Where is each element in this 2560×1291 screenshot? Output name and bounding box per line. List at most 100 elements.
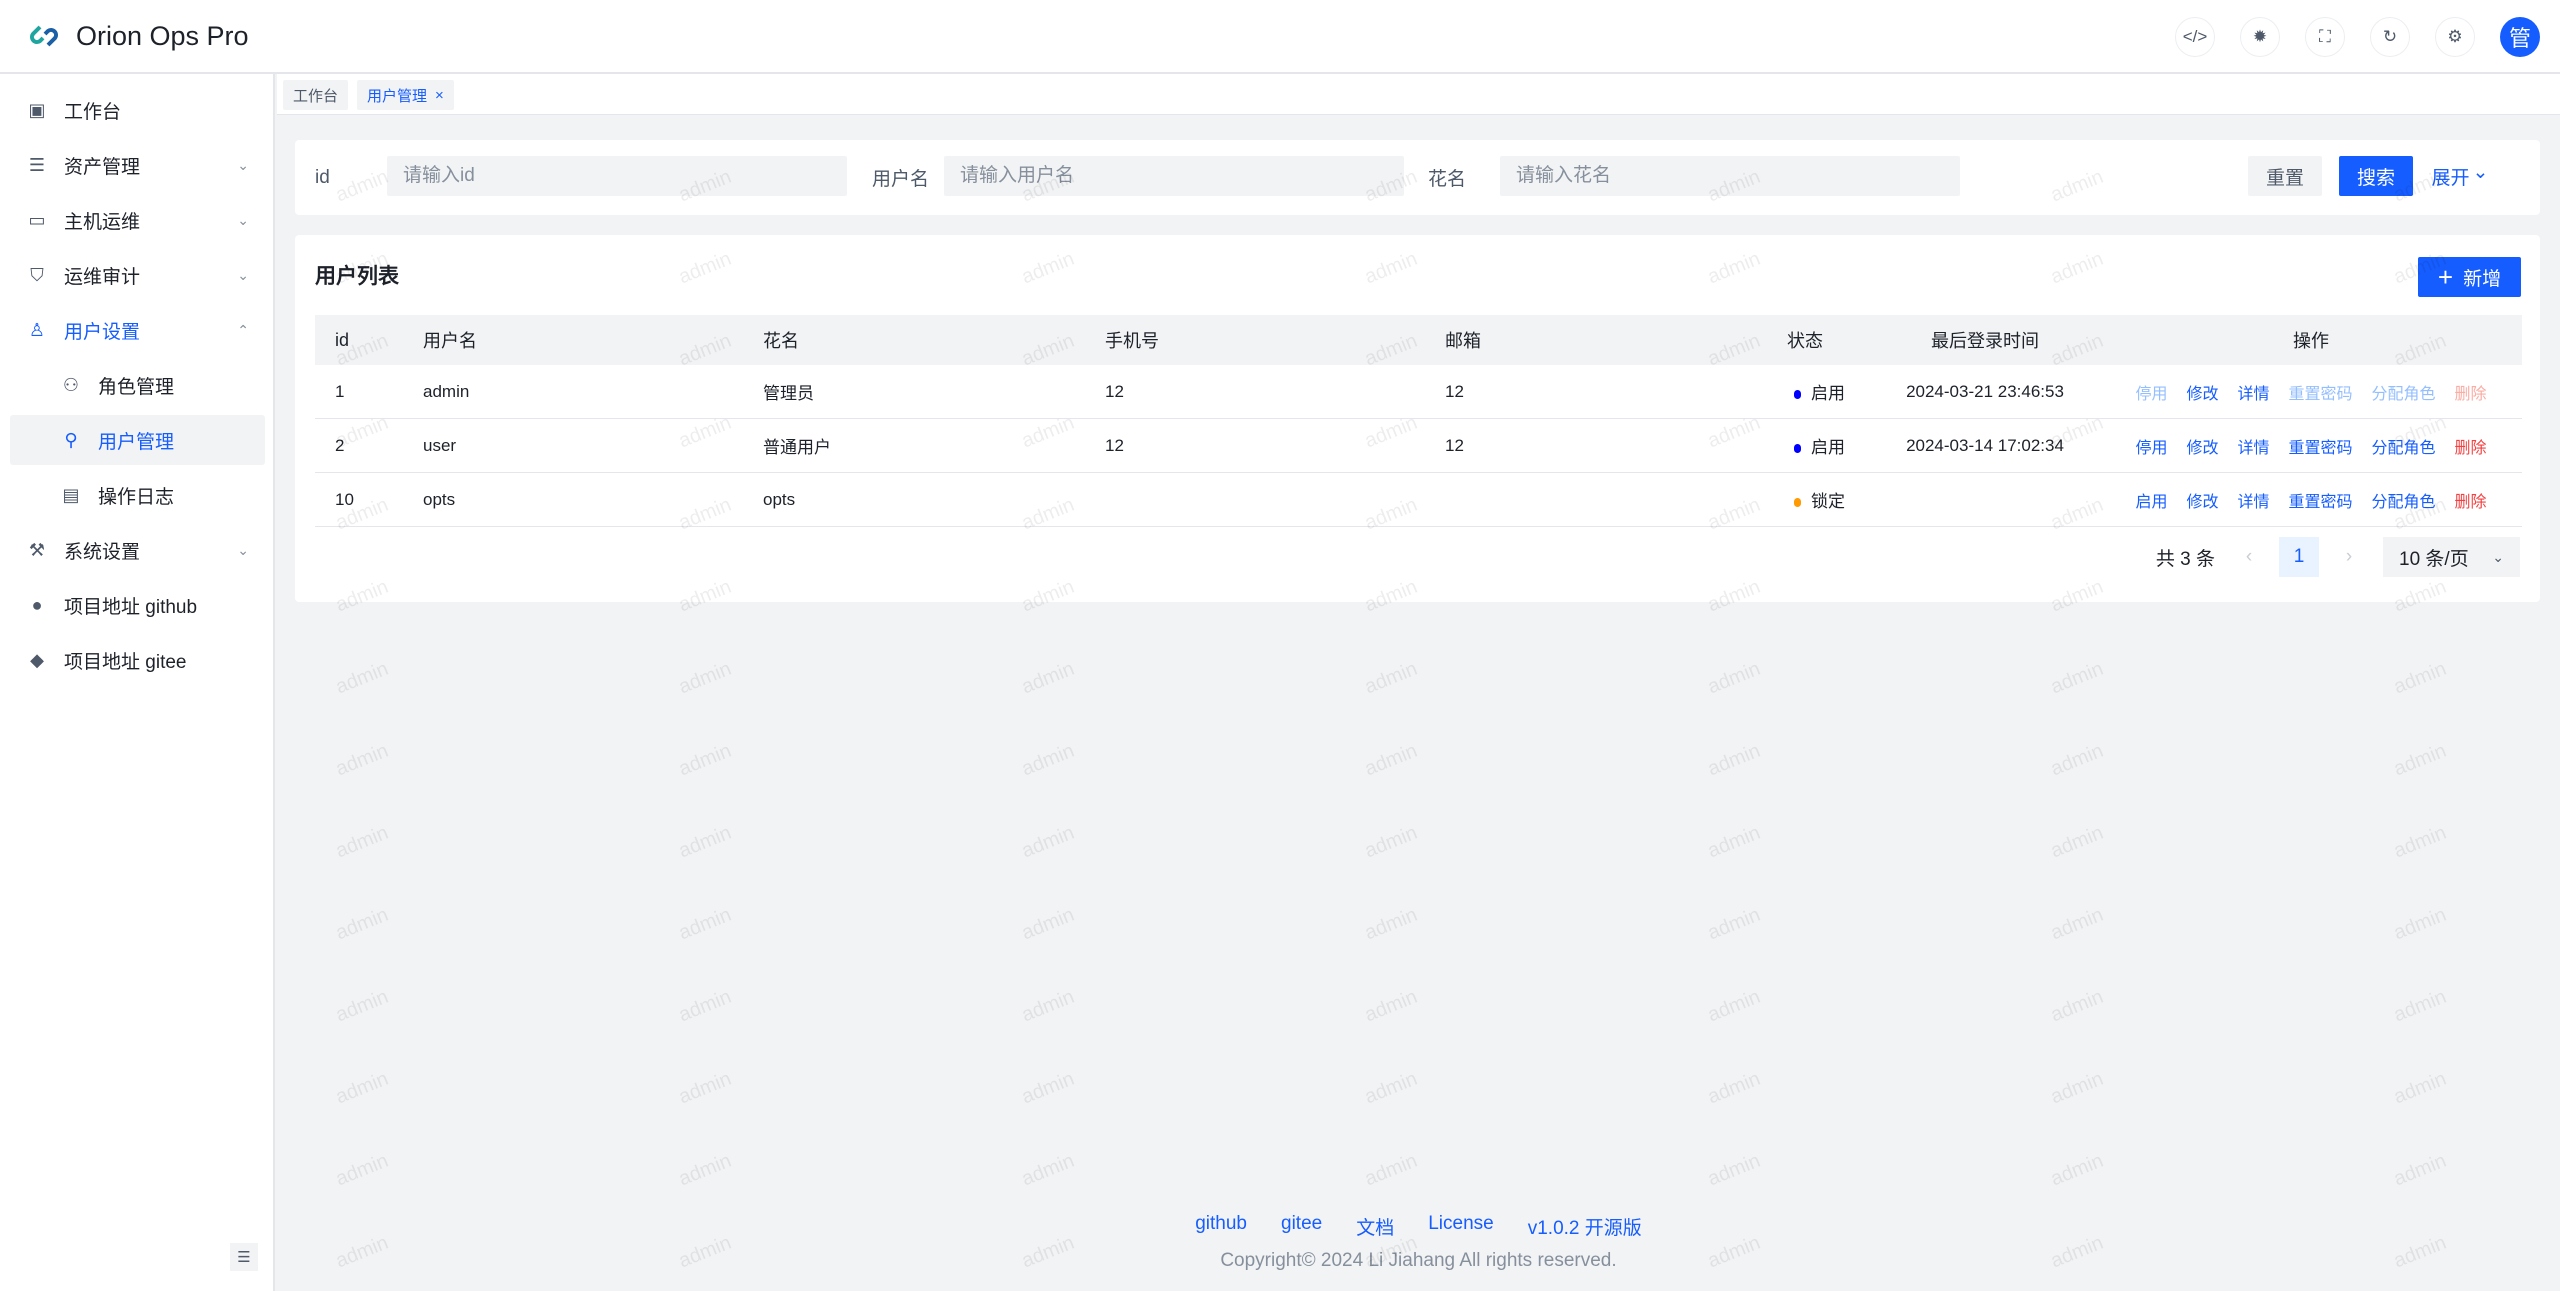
status-text: 启用 <box>1811 438 1845 457</box>
watermark: admin <box>1361 903 1421 945</box>
sidebar-item-10[interactable]: ◆ 项目地址 gitee <box>10 635 265 685</box>
sidebar-item-9[interactable]: ● 项目地址 github <box>10 580 265 630</box>
sidebar-item-label: 角色管理 <box>98 376 175 398</box>
next-page-icon[interactable]: › <box>2345 546 2353 567</box>
cell-status: 锁定 <box>1740 487 1870 512</box>
action-link[interactable]: 分配角色 <box>2371 439 2436 457</box>
watermark: admin <box>1361 1149 1421 1191</box>
action-link[interactable]: 修改 <box>2186 439 2219 457</box>
action-link[interactable]: 重置密码 <box>2288 439 2353 457</box>
fullscreen-icon[interactable]: ⛶ <box>2305 17 2345 57</box>
footer-link-gitee[interactable]: gitee <box>1281 1213 1323 1234</box>
cell-nickname: opts <box>763 489 796 509</box>
action-link[interactable]: 删除 <box>2454 439 2487 457</box>
sidebar-item-label: 资产管理 <box>64 156 141 178</box>
watermark: admin <box>2047 903 2107 945</box>
tab-workbench[interactable]: 工作台 <box>283 80 349 110</box>
action-link[interactable]: 分配角色 <box>2371 493 2436 511</box>
add-user-button[interactable]: + 新增 <box>2418 257 2521 297</box>
page-1-button[interactable]: 1 <box>2279 537 2319 577</box>
table-header: id 用户名 花名 手机号 邮箱 状态 最后登录时间 操作 <box>315 315 2522 365</box>
chevron-down-icon: ⌄ <box>2472 161 2489 183</box>
cell-phone: 12 <box>1105 435 1124 455</box>
footer-link-version[interactable]: v1.0.2 开源版 <box>1527 1218 1642 1239</box>
action-link[interactable]: 修改 <box>2186 385 2219 403</box>
action-link[interactable]: 详情 <box>2237 439 2270 457</box>
sidebar-item-7[interactable]: ▤ 操作日志 <box>10 470 265 520</box>
chevron-icon: ⌄ <box>237 266 249 283</box>
watermark: admin <box>2390 1149 2450 1191</box>
avatar[interactable]: 管 <box>2500 17 2540 57</box>
column-header: 操作 <box>2293 331 2329 351</box>
action-link[interactable]: 修改 <box>2186 493 2219 511</box>
chevron-icon: ⌄ <box>237 156 249 173</box>
watermark: admin <box>2390 903 2450 945</box>
sidebar-item-label: 系统设置 <box>64 541 141 563</box>
page-size-select[interactable]: 10 条/页 ⌄ <box>2383 537 2520 577</box>
table-row: 1 admin 管理员 12 12 启用 2024-03-21 23:46:53 停用 修改 详情… <box>315 365 2522 419</box>
sidebar: ☰ ▣ 工作台 ☰ 资产管理 ⌄ ▭ 主机运维 ⌄ ⛉ 运维审计 ⌄ ♙ 用户设置 ⌃ ⚇ 角色管理 ⚲ 用户管理… <box>0 74 275 1291</box>
refresh-icon[interactable]: ↻ <box>2370 17 2410 57</box>
sidebar-item-3[interactable]: ⛉ 运维审计 ⌄ <box>10 250 265 300</box>
status-text: 锁定 <box>1811 492 1845 511</box>
action-link: 重置密码 <box>2288 385 2353 403</box>
action-link[interactable]: 详情 <box>2237 493 2270 511</box>
watermark: admin <box>675 657 735 699</box>
logo[interactable]: Orion Ops Pro <box>24 21 249 52</box>
watermark: admin <box>2390 821 2450 863</box>
watermark: admin <box>1704 739 1764 781</box>
sidebar-item-8[interactable]: ⚒ 系统设置 ⌄ <box>10 525 265 575</box>
watermark: admin <box>2047 739 2107 781</box>
tab-user-management[interactable]: 用户管理 × <box>357 80 454 110</box>
username-input[interactable] <box>944 156 1404 196</box>
column-header: 用户名 <box>423 331 477 351</box>
watermark: admin <box>1018 1067 1078 1109</box>
shield-icon: ⛉ <box>30 264 44 285</box>
nickname-input[interactable] <box>1500 156 1960 196</box>
watermark: admin <box>2047 985 2107 1027</box>
prev-page-icon[interactable]: ‹ <box>2245 546 2253 567</box>
sidebar-item-2[interactable]: ▭ 主机运维 ⌄ <box>10 195 265 245</box>
pagination: 共 3 条 ‹ 1 › 10 条/页 ⌄ <box>2156 537 2520 577</box>
sidebar-item-6[interactable]: ⚲ 用户管理 <box>10 415 265 465</box>
collapse-menu-icon[interactable]: ☰ <box>230 1243 258 1271</box>
sidebar-item-label: 用户管理 <box>98 431 175 453</box>
search-button[interactable]: 搜索 <box>2339 156 2413 196</box>
theme-sun-icon[interactable]: ✹ <box>2240 17 2280 57</box>
sidebar-item-1[interactable]: ☰ 资产管理 ⌄ <box>10 140 265 190</box>
sidebar-item-5[interactable]: ⚇ 角色管理 <box>10 360 265 410</box>
id-input[interactable] <box>387 156 847 196</box>
footer-link-github[interactable]: github <box>1195 1213 1247 1234</box>
watermark: admin <box>2047 1149 2107 1191</box>
column-header: 状态 <box>1787 331 1823 351</box>
action-link[interactable]: 删除 <box>2454 493 2487 511</box>
watermark: admin <box>1018 821 1078 863</box>
action-link[interactable]: 启用 <box>2135 493 2168 511</box>
footer-link-docs[interactable]: 文档 <box>1356 1218 1395 1239</box>
action-link[interactable]: 重置密码 <box>2288 493 2353 511</box>
action-link: 停用 <box>2135 385 2168 403</box>
action-link[interactable]: 停用 <box>2135 439 2168 457</box>
top-header: Orion Ops Pro </> ✹ ⛶ ↻ ⚙ 管 <box>0 0 2560 74</box>
settings-icon[interactable]: ⚙ <box>2435 17 2475 57</box>
watermark: admin <box>2047 821 2107 863</box>
watermark: admin <box>1704 1149 1764 1191</box>
watermark: admin <box>332 739 392 781</box>
footer-link-license[interactable]: License <box>1428 1213 1494 1234</box>
sidebar-item-0[interactable]: ▣ 工作台 <box>10 85 265 135</box>
watermark: admin <box>2047 1067 2107 1109</box>
table-row: 10 opts opts 锁定 启用 修改 详情 重置密码 分配角色 删除 <box>315 473 2522 527</box>
sidebar-item-label: 项目地址 github <box>64 596 198 618</box>
code-icon[interactable]: </> <box>2175 17 2215 57</box>
watermark: admin <box>675 903 735 945</box>
reset-button[interactable]: 重置 <box>2248 156 2322 196</box>
action-link[interactable]: 详情 <box>2237 385 2270 403</box>
expand-button[interactable]: 展开 ⌄ <box>2425 156 2495 196</box>
user-icon: ♙ <box>28 319 46 340</box>
table-row: 2 user 普通用户 12 12 启用 2024-03-14 17:02:34 停用 修改 详情… <box>315 419 2522 473</box>
watermark: admin <box>675 985 735 1027</box>
nickname-label: 花名 <box>1428 169 1467 190</box>
sidebar-item-4[interactable]: ♙ 用户设置 ⌃ <box>10 305 265 355</box>
watermark: admin <box>332 821 392 863</box>
close-icon[interactable]: × <box>435 86 444 104</box>
